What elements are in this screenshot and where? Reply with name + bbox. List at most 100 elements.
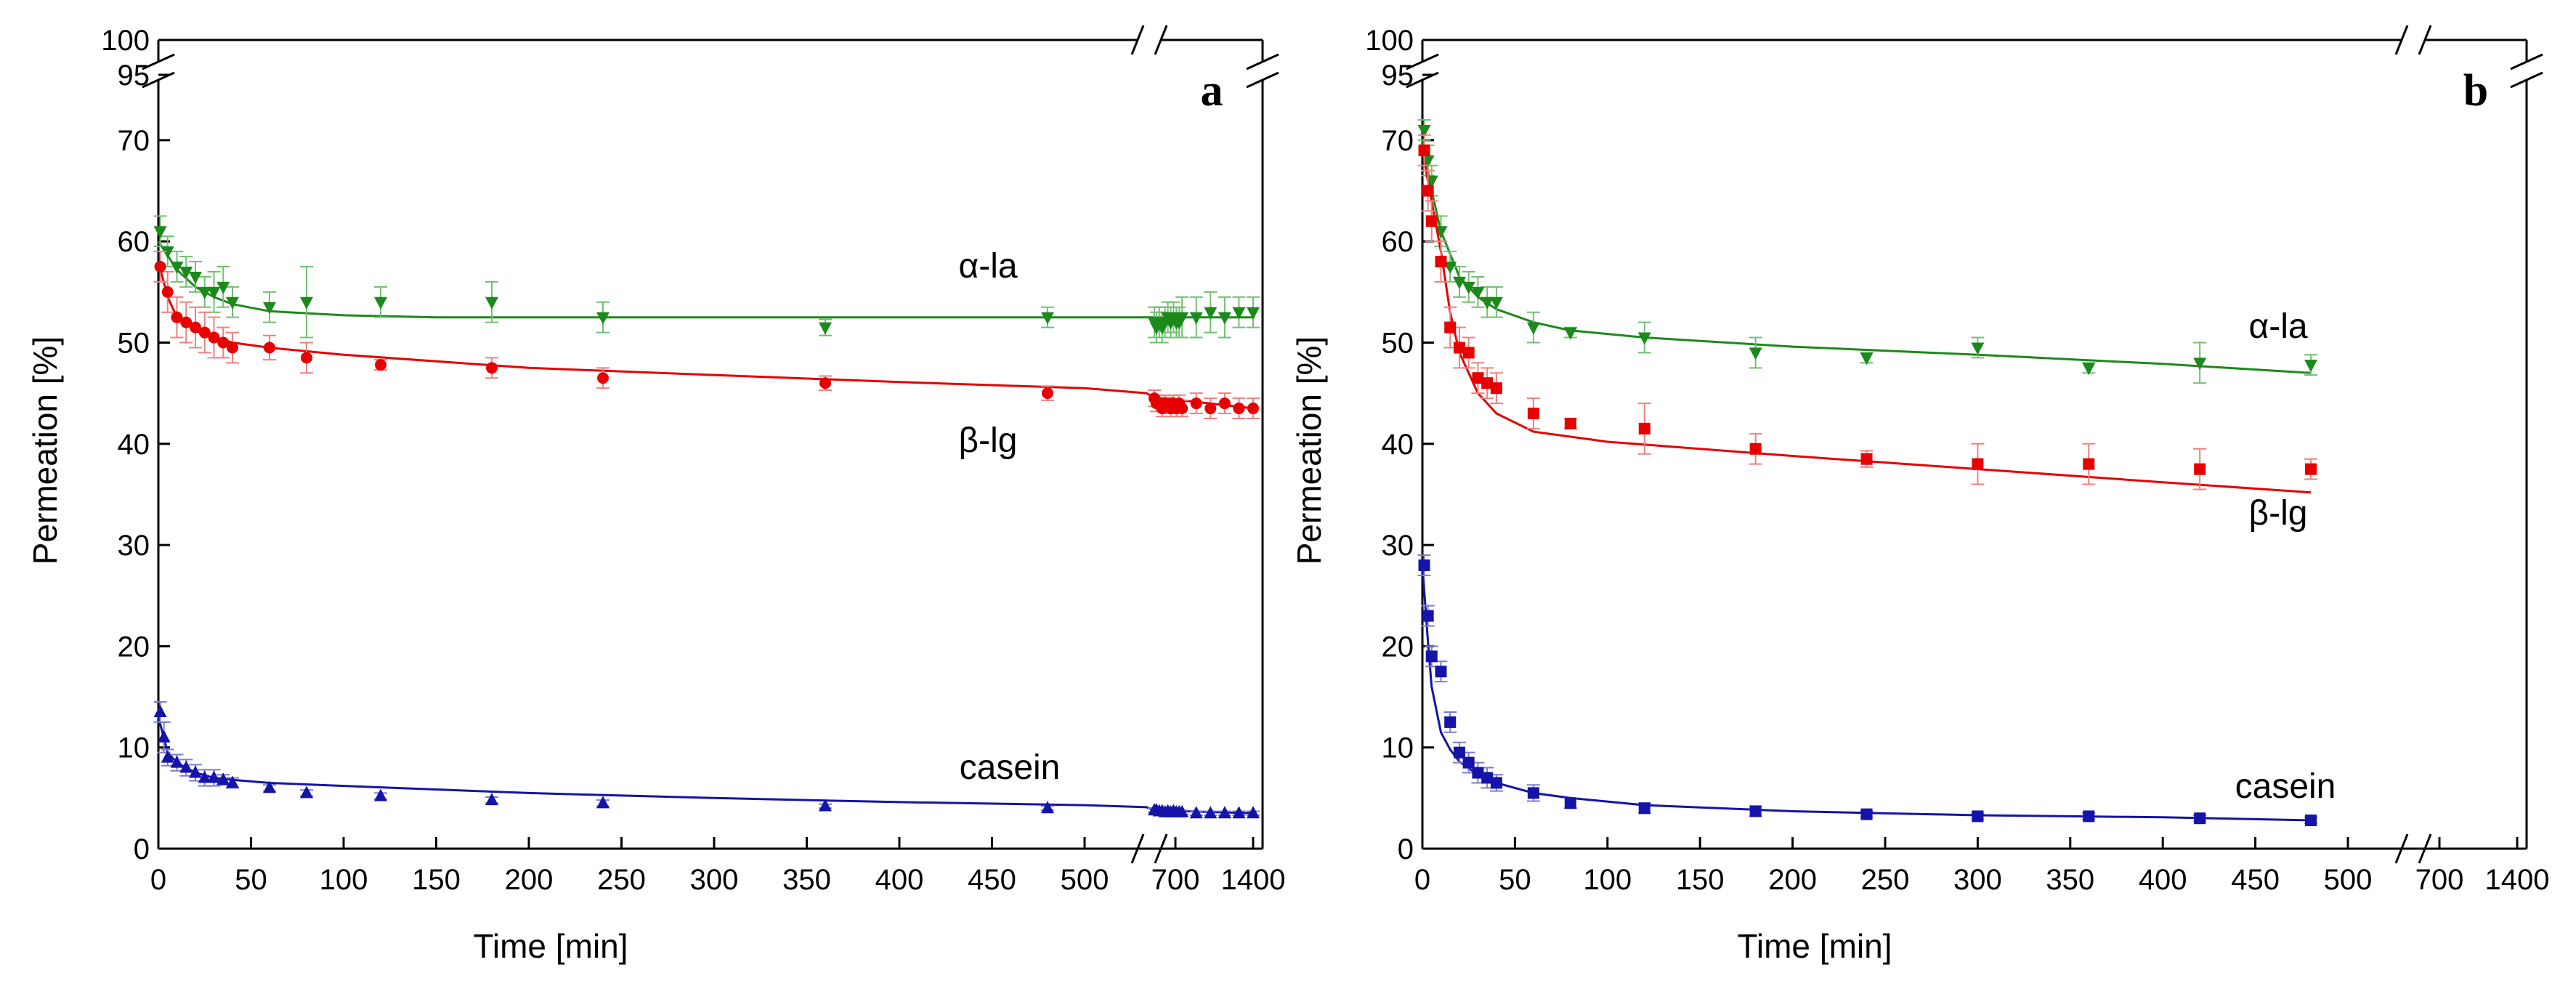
panel-a-x-tick-label: 300	[690, 864, 739, 896]
panel-a-x-tick-label: 0	[150, 864, 166, 896]
panel-a-y-tick-label: 40	[118, 429, 150, 461]
panel-a-x-tick-label: 50	[235, 864, 267, 896]
panel-b-y-tick-label: 30	[1382, 530, 1414, 562]
panel-b-beta-lg-point	[1444, 321, 1457, 334]
panel-b-beta-lg-point	[1422, 185, 1434, 197]
panel-b-x-tick-label: 400	[2139, 864, 2187, 896]
panel-a-x-tick-label: 100	[320, 864, 368, 896]
panel-a-beta-lg-point	[227, 342, 238, 354]
panel-a-beta-lg-point	[819, 377, 831, 389]
panel-b-x-break-mark	[2418, 833, 2432, 864]
panel-b-x-tick-label: 200	[1768, 864, 1817, 896]
panel-a-beta-lg-point	[1233, 403, 1245, 415]
panel-a-x-tick-label: 250	[597, 864, 646, 896]
panel-b-axes	[1421, 39, 2528, 850]
panel-a-beta-lg-point	[217, 336, 230, 349]
panel-a-alpha-la-point	[1247, 307, 1260, 320]
panel-b-y-tick-label: 60	[1382, 226, 1414, 258]
panel-b-beta-lg-point	[2083, 458, 2095, 470]
panel-b-beta-lg-fit-line	[1421, 150, 2312, 494]
panel-b-beta-lg-point	[1749, 443, 1762, 455]
panel-a-y-tick-label: 60	[118, 226, 150, 258]
panel-a-beta-lg-point	[171, 311, 183, 323]
panel-b-y-axis-title: Permeation [%]	[1290, 336, 1328, 565]
panel-a-series-label-beta-lg: β-lg	[959, 421, 1018, 460]
panel-b-beta-lg-point	[1462, 347, 1475, 359]
panel-b-beta-lg-point	[2194, 463, 2206, 475]
panel-b-beta-lg-point	[1638, 422, 1650, 435]
panel-a-alpha-la-point	[1175, 312, 1189, 325]
panel-b-y-tick-label: 100	[1365, 25, 1414, 57]
panel-b-alpha-la-point	[1462, 281, 1475, 294]
panel-b-series-label-casein: casein	[2235, 767, 2336, 806]
panel-b-alpha-la-point	[1481, 296, 1494, 310]
panel-b-x-break-mark	[2394, 25, 2409, 55]
panel-a-beta-lg-point	[1190, 397, 1202, 410]
panel-b-beta-lg-point	[1481, 377, 1494, 389]
panel-a-casein-point	[198, 770, 211, 783]
panel-b-y-tick-label: 40	[1382, 429, 1414, 461]
panel-a-series-label-alpha-la: α-la	[958, 247, 1017, 286]
panel-a-beta-lg-point	[597, 372, 609, 384]
panel-a-casein-point	[1041, 801, 1054, 814]
panel-b-series-casein	[1417, 554, 2318, 826]
panel-a-beta-lg-point	[1204, 403, 1217, 415]
panel-b-beta-lg-point	[1527, 408, 1539, 420]
panel-a-beta-lg-point	[375, 359, 386, 371]
panel-b-x-tick-label: 350	[2046, 864, 2094, 896]
panel-a-casein-fit-line	[157, 716, 1254, 815]
panel-a-y-tick-label: 30	[118, 530, 150, 562]
panel-b-x-tick-label: 150	[1676, 864, 1725, 896]
panel-b-x-tick-label: 450	[2231, 864, 2280, 896]
panel-a-x-break-mark	[1154, 25, 1168, 55]
panel-a-beta-lg-point	[190, 321, 201, 334]
panel-a-series-alpha-la	[153, 215, 1260, 344]
panel-b-x-tick-label: 0	[1414, 864, 1430, 896]
panel-a-x-break-mark	[1130, 833, 1145, 864]
panel-b-x-tick-label: 50	[1499, 864, 1531, 896]
panel-a-series-casein	[153, 701, 1260, 819]
panel-b-casein-point	[1564, 797, 1576, 809]
panel-b-alpha-la-point	[1860, 352, 1874, 365]
panel-a-beta-lg-point	[1247, 403, 1259, 415]
panel-b-y-tick-label: 70	[1382, 125, 1414, 157]
panel-a-casein-point	[1218, 806, 1231, 819]
panel-a-alpha-la-point	[198, 286, 211, 299]
panel-a-x-tick-label: 350	[782, 864, 831, 896]
panel-b-beta-lg-point	[1472, 372, 1484, 384]
panel-a-y-break-mark	[1246, 71, 1279, 89]
panel-b-alpha-la-point	[2082, 363, 2096, 376]
panel-a-casein-point	[179, 760, 193, 773]
panel-a-y-tick-label: 70	[118, 125, 150, 157]
panel-b-casein-point	[1444, 716, 1457, 728]
panel-a-alpha-la-point	[207, 286, 221, 299]
panel-b-casein-point	[2083, 810, 2095, 823]
panel-a-casein-point	[157, 730, 171, 743]
panel-a-beta-lg-point	[1218, 397, 1231, 410]
panel-a-alpha-la-point	[216, 281, 230, 294]
panel-b-series-label-alpha-la: α-la	[2248, 307, 2307, 346]
panel-a-alpha-la-point	[1232, 307, 1246, 320]
panel-b-beta-lg-point	[1564, 417, 1576, 429]
panel-a-beta-lg-fit-line	[157, 261, 1254, 410]
panel-b-x-ticks: 0 50 100 150 200 250 300 350 400 450 500 700 1400	[1414, 837, 2549, 896]
panel-b-beta-lg-point	[1453, 342, 1465, 354]
panel-b-alpha-la-point	[1971, 342, 1985, 355]
panel-b-x-break-mark	[2394, 833, 2409, 864]
panel-a-beta-lg-point	[1042, 387, 1053, 400]
panel-a-y-tick-label: 20	[118, 631, 150, 663]
panel-a-y-axis-title: Permeation [%]	[26, 336, 64, 565]
panel-b-x-break-mark	[2418, 25, 2432, 55]
panel-a-x-ticks: 0 50 100 150 200 250 300 350 400 450 500 700 1400	[150, 837, 1285, 896]
panel-a-y-tick-label: 10	[118, 732, 150, 764]
panel-a-beta-lg-point	[180, 316, 193, 328]
panel-b-beta-lg-point	[1972, 458, 1984, 470]
panel-a-alpha-la-point	[170, 262, 184, 275]
panel-a-casein-point	[374, 788, 387, 801]
panel-b-alpha-la-point	[1489, 296, 1503, 310]
panel-a-x-tick-label: 450	[968, 864, 1016, 896]
panel-a-alpha-la-point	[1041, 312, 1054, 325]
panel-b-alpha-la-point	[1526, 322, 1540, 335]
panel-b-alpha-la-point	[1749, 347, 1762, 360]
